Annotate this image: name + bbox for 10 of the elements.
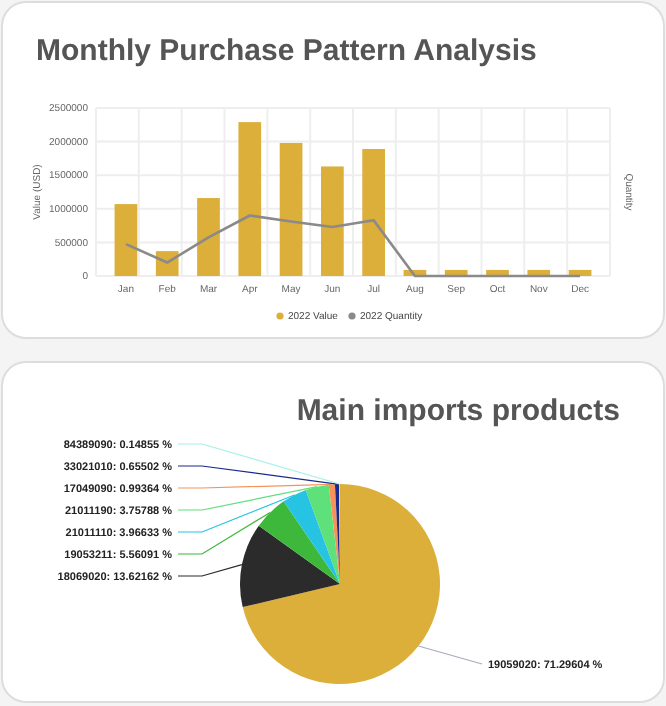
pie-slice (242, 484, 440, 684)
bar (321, 166, 344, 276)
chart-title: Monthly Purchase Pattern Analysis (36, 34, 537, 68)
bar (279, 142, 303, 276)
bar (238, 122, 262, 276)
bar (197, 198, 220, 276)
line-series (124, 214, 582, 278)
chart-title: Main imports products (296, 394, 620, 428)
bar (362, 148, 385, 276)
bar (114, 204, 138, 276)
